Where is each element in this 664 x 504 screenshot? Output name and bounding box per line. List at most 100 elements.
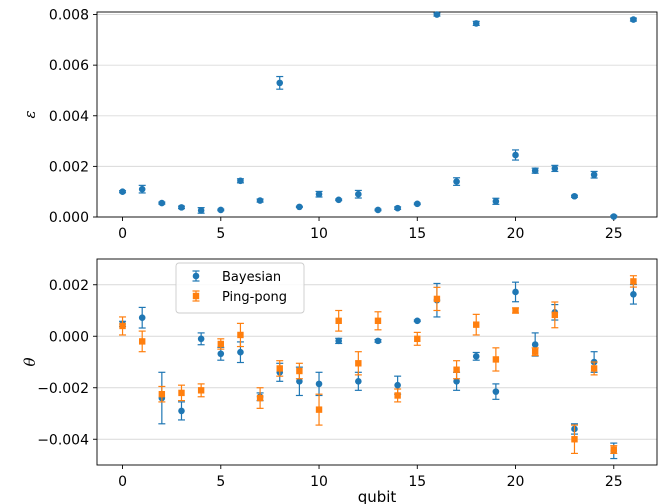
data-point — [296, 204, 303, 211]
data-point — [237, 332, 243, 338]
data-point — [139, 186, 146, 193]
data-point — [217, 207, 224, 214]
y-axis-label: ε — [21, 110, 39, 118]
data-point — [552, 312, 558, 318]
data-point — [394, 382, 401, 389]
data-point — [473, 353, 480, 360]
data-point — [198, 207, 205, 214]
data-point — [552, 165, 559, 172]
plot-frame — [97, 12, 657, 217]
y-axis-label: θ — [21, 357, 39, 366]
data-point — [139, 338, 145, 344]
data-point — [277, 365, 283, 371]
data-point — [375, 318, 381, 324]
data-point — [414, 336, 420, 342]
data-point — [493, 356, 499, 362]
data-point — [316, 191, 323, 198]
epsilon-panel: 0.000 0.002 0.004 0.006 0.008 0 5 10 15 20 25 ε — [21, 8, 657, 242]
x-tick-label: 10 — [310, 474, 328, 490]
x-tick-label: 0 — [118, 226, 127, 242]
data-point — [414, 201, 421, 208]
data-point — [630, 16, 637, 23]
data-point — [119, 188, 126, 195]
data-point — [119, 323, 125, 329]
legend-marker — [193, 273, 200, 280]
data-point — [473, 20, 480, 27]
data-point — [610, 213, 617, 220]
data-point — [394, 205, 401, 212]
x-tick-label: 0 — [118, 474, 127, 490]
data-point — [493, 198, 500, 205]
x-tick-label: 15 — [408, 226, 426, 242]
data-point — [355, 360, 361, 366]
data-point — [473, 321, 479, 327]
data-point — [532, 349, 538, 355]
data-point — [611, 446, 617, 452]
data-point — [512, 307, 518, 313]
data-point — [198, 336, 205, 343]
data-point — [453, 367, 459, 373]
data-point — [316, 406, 322, 412]
data-point — [217, 350, 224, 357]
theta-panel: 0.002 0.000 −0.002 −0.004 0 5 10 15 20 25 θ qubit Ba… — [21, 259, 657, 504]
y-tick-label: 0.004 — [49, 109, 89, 125]
y-tick-label: 0.000 — [49, 329, 89, 345]
data-point — [335, 196, 342, 203]
x-tick-label: 5 — [216, 474, 225, 490]
y-tick-label: −0.002 — [37, 381, 89, 397]
legend-label: Bayesian — [222, 270, 281, 285]
x-tick-label: 5 — [216, 226, 225, 242]
data-point — [159, 200, 166, 207]
data-point — [375, 338, 382, 345]
x-tick-label: 20 — [507, 474, 525, 490]
y-tick-label: 0.000 — [49, 210, 89, 226]
x-tick-label: 25 — [605, 474, 623, 490]
data-point — [434, 296, 440, 302]
data-point — [532, 341, 539, 348]
data-point — [257, 197, 264, 204]
data-point — [630, 278, 636, 284]
data-point — [335, 318, 341, 324]
y-tick-label: 0.002 — [49, 159, 89, 175]
y-tick-label: 0.006 — [49, 58, 89, 74]
x-axis-label: qubit — [358, 488, 397, 504]
data-point — [591, 171, 598, 178]
data-point — [571, 193, 578, 200]
data-point — [512, 152, 519, 159]
data-point — [591, 365, 597, 371]
data-point — [296, 368, 302, 374]
data-point — [493, 388, 500, 395]
data-point — [178, 408, 185, 415]
data-point — [316, 381, 323, 388]
data-point — [453, 178, 460, 185]
y-tick-label: 0.002 — [49, 278, 89, 294]
data-point — [178, 204, 185, 211]
data-point — [512, 289, 519, 296]
data-point — [257, 395, 263, 401]
data-point — [375, 207, 382, 214]
data-point — [571, 436, 577, 442]
data-point — [335, 338, 342, 345]
legend-label: Ping-pong — [222, 290, 287, 305]
x-tick-label: 10 — [310, 226, 328, 242]
data-point — [178, 390, 184, 396]
x-tick-label: 15 — [408, 474, 426, 490]
data-point — [414, 318, 421, 325]
data-point — [159, 391, 165, 397]
data-point — [355, 191, 362, 198]
data-point — [139, 314, 146, 321]
y-tick-label: 0.008 — [49, 8, 89, 24]
x-tick-label: 25 — [605, 226, 623, 242]
x-tick-label: 20 — [507, 226, 525, 242]
data-point — [198, 387, 204, 393]
legend-marker — [193, 293, 199, 299]
data-point — [434, 11, 441, 18]
data-point — [237, 178, 244, 185]
data-point — [394, 392, 400, 398]
data-point — [630, 291, 637, 298]
y-tick-label: −0.004 — [37, 432, 89, 448]
data-point — [218, 341, 224, 347]
data-point — [532, 167, 539, 174]
data-point — [355, 378, 362, 385]
